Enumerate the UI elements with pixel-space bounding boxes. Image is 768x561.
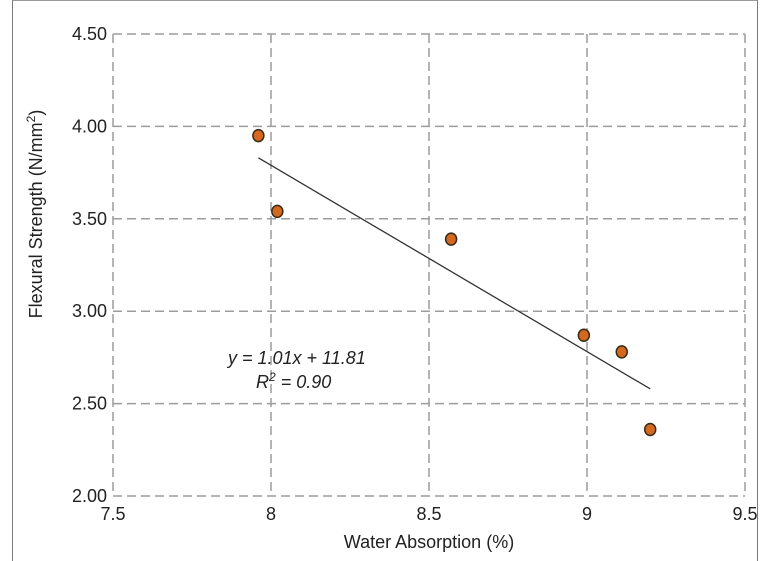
trendline-layer xyxy=(258,157,651,390)
x-tick-label: 8 xyxy=(266,504,276,524)
x-tick-label: 9.5 xyxy=(732,504,757,524)
y-tick-label: 2.50 xyxy=(72,394,107,414)
y-axis-title-main: Flexural Strength (N/mm xyxy=(26,122,46,318)
y-axis-title-sup: 2 xyxy=(24,115,38,122)
y-tick-label: 3.50 xyxy=(72,209,107,229)
trendline xyxy=(258,157,651,390)
y-tick-label: 3.00 xyxy=(72,301,107,321)
grid-layer xyxy=(112,33,746,497)
data-point xyxy=(252,128,265,143)
y-tick-label: 4.00 xyxy=(72,116,107,136)
y-tick-label: 2.00 xyxy=(72,486,107,506)
x-axis-title: Water Absorption (%) xyxy=(344,532,514,552)
y-axis-title-end: ) xyxy=(26,110,46,116)
r-squared-prefix: R xyxy=(256,372,269,392)
ticks-layer: 7.5 8 8.5 9 9.5 2.00 2.50 3.00 3.50 4.00 4.50 xyxy=(72,24,758,524)
data-point xyxy=(615,345,629,359)
data-point xyxy=(271,204,284,219)
y-axis-title: Flexural Strength (N/mm2) xyxy=(24,110,46,319)
points-layer xyxy=(252,128,657,437)
data-point xyxy=(577,328,591,342)
trend-equation: y = 1.01x + 11.81 xyxy=(226,348,366,368)
x-tick-label: 9 xyxy=(582,504,592,524)
data-point xyxy=(444,232,458,246)
chart-frame xyxy=(12,0,758,561)
r-squared-suffix: = 0.90 xyxy=(276,372,332,392)
r-squared-sup: 2 xyxy=(268,370,276,384)
r-squared-label: R2 = 0.90 xyxy=(256,370,331,392)
data-point xyxy=(643,422,657,437)
x-tick-label: 8.5 xyxy=(416,504,441,524)
y-tick-label: 4.50 xyxy=(72,24,107,44)
x-tick-label: 7.5 xyxy=(100,504,125,524)
